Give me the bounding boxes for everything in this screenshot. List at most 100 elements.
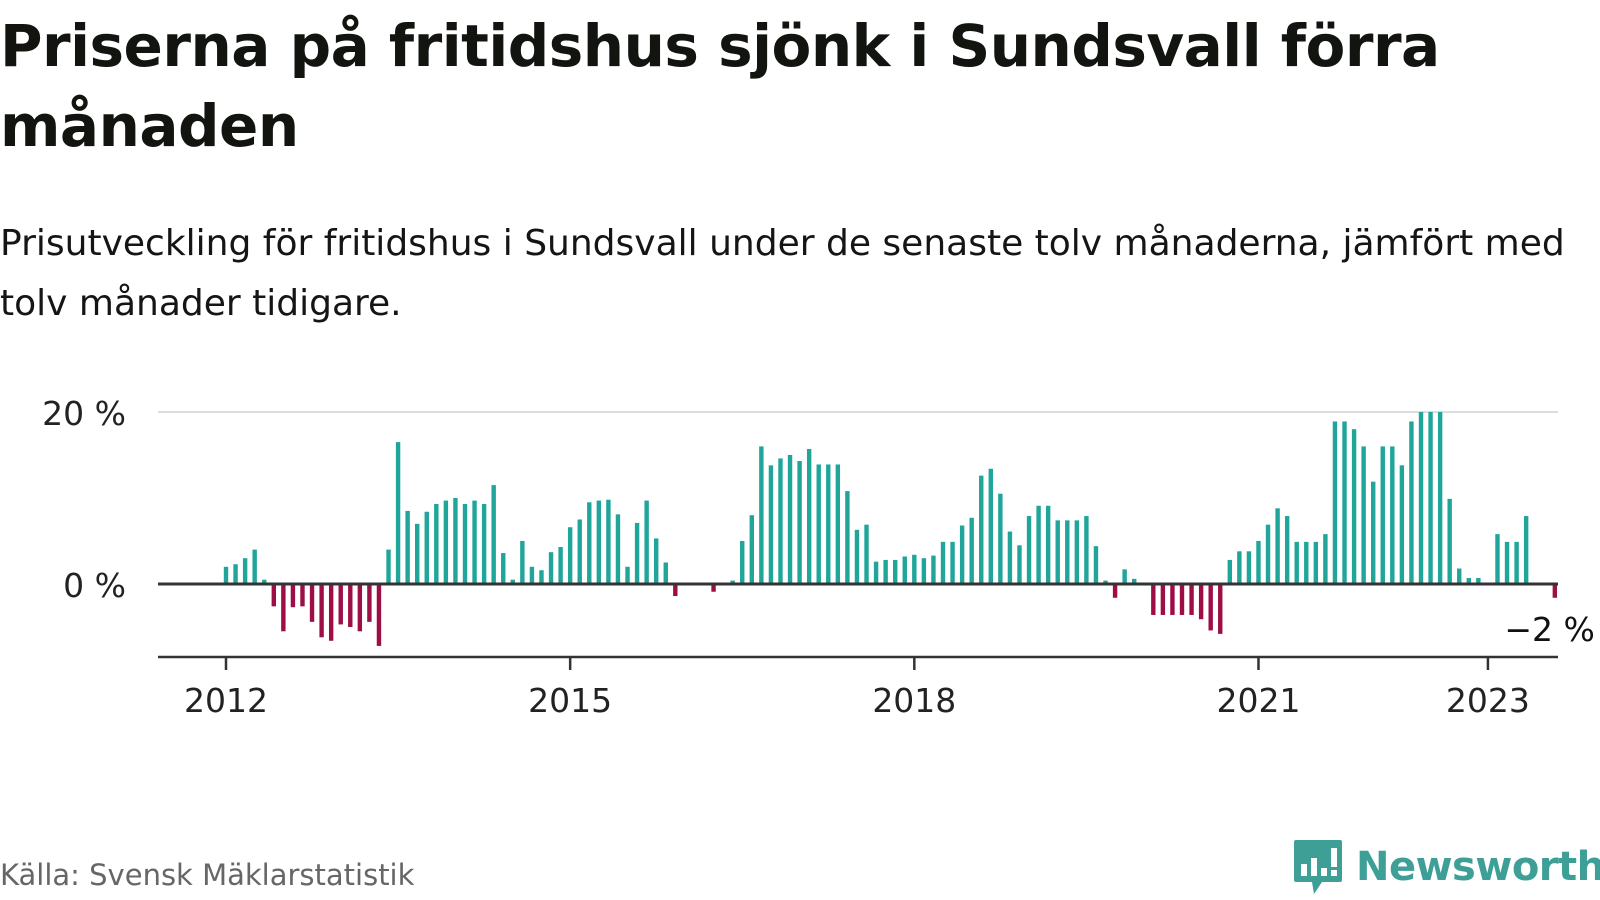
bar [223,566,229,584]
bar [587,502,592,584]
bar-chart: 0 % 20 % 2012 2015 2018 2021 2023 −2 % [42,394,1595,720]
bar [443,500,449,584]
bar [759,446,764,584]
x-tick-label: 2021 [1216,681,1300,720]
bar [1476,577,1481,584]
bar [1151,584,1156,615]
x-tick-label: 2018 [872,681,956,720]
bar [711,584,716,592]
bar [1304,541,1309,584]
bar [262,579,267,584]
bar [1179,584,1185,615]
bar [606,499,611,584]
bar [1036,505,1041,584]
bar [1017,545,1022,584]
bar [577,519,582,584]
bar [395,442,401,584]
bar [797,461,802,584]
bar [1132,578,1137,584]
bar [309,584,315,622]
bar [529,566,535,584]
bar [1380,446,1385,584]
bar [1007,531,1013,584]
bar [252,549,257,584]
bar [864,524,869,584]
bar [424,511,429,584]
bar [596,500,602,584]
bar [1294,541,1299,584]
bar [357,584,363,632]
brand-logo[interactable]: Newsworthy [1292,838,1600,896]
bar [1457,568,1462,584]
bar [816,464,821,584]
y-tick-label: 0 % [63,566,126,605]
bar [625,566,630,584]
bar [902,556,907,584]
bar [654,538,659,584]
bar [1256,541,1261,584]
bar [1495,534,1500,584]
bar [835,464,841,584]
bar [338,584,343,625]
bar [491,485,496,584]
bar [290,584,296,608]
bar [539,570,544,584]
bar [912,554,917,584]
bar [1045,505,1051,584]
bar [415,523,420,584]
source-note: Källa: Svensk Mäklarstatistik [0,858,415,892]
bar [462,504,468,584]
bar [1332,421,1338,584]
bar [1122,569,1127,584]
bar [778,458,783,584]
bar [730,580,735,584]
bar [300,584,305,607]
bar [1399,465,1405,584]
bar [854,529,860,584]
bar [1284,516,1290,584]
bar [1351,429,1357,584]
bar [1218,584,1223,634]
bar [1208,584,1213,631]
axes [158,582,1558,670]
bar [567,527,573,584]
bar [1428,412,1433,584]
bar [1504,541,1510,584]
bar [434,504,439,584]
labels: 0 % 20 % 2012 2015 2018 2021 2023 −2 % [42,394,1595,720]
bar [1523,516,1529,584]
bar [1084,516,1089,584]
bar [1342,421,1347,584]
bar [1112,584,1118,598]
bar [845,491,850,584]
bar [1409,421,1414,584]
bar [1237,551,1242,584]
bar [481,504,487,584]
bar [1418,412,1424,584]
bar [921,558,927,584]
bar [242,558,248,584]
brand-name: Newsworthy [1356,844,1600,890]
bar [328,584,334,641]
bar [548,552,554,584]
bars [223,412,1558,646]
bar [376,584,382,646]
bar [1466,577,1471,584]
bar [1390,446,1395,584]
bar [1361,446,1366,584]
bar [281,584,286,632]
bar [615,514,621,584]
bar [1189,584,1194,615]
bar [1074,520,1080,584]
bar [501,553,506,584]
bar [806,448,812,584]
bar [644,500,649,584]
bar [348,584,353,627]
bar [319,584,324,638]
bar [959,525,965,584]
x-tick-label: 2015 [528,681,612,720]
bar [233,564,238,584]
bar [1026,516,1032,584]
x-tick-label: 2023 [1446,681,1530,720]
bar [520,541,525,584]
